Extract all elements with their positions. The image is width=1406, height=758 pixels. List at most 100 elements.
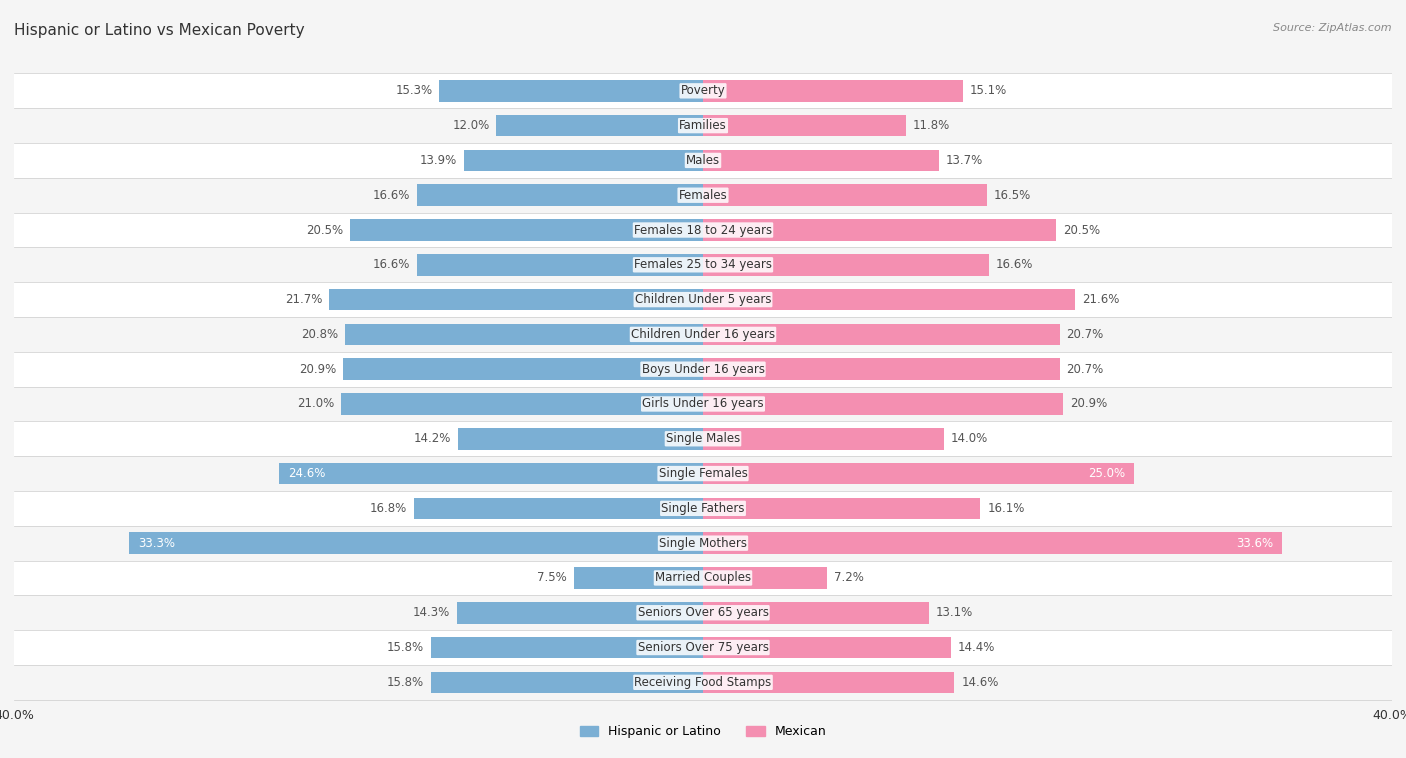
Bar — [703, 324, 1060, 345]
Text: 16.8%: 16.8% — [370, 502, 406, 515]
Bar — [14, 282, 1392, 317]
Bar — [342, 393, 703, 415]
Bar — [430, 672, 703, 693]
Bar — [14, 108, 1392, 143]
Bar — [703, 463, 1133, 484]
Text: 33.3%: 33.3% — [138, 537, 176, 550]
Text: 20.9%: 20.9% — [1070, 397, 1107, 411]
Text: Girls Under 16 years: Girls Under 16 years — [643, 397, 763, 411]
Text: 13.9%: 13.9% — [419, 154, 457, 167]
Bar — [14, 317, 1392, 352]
Text: Single Mothers: Single Mothers — [659, 537, 747, 550]
Bar — [703, 219, 1056, 241]
Legend: Hispanic or Latino, Mexican: Hispanic or Latino, Mexican — [575, 720, 831, 744]
Bar — [574, 567, 703, 589]
Bar — [703, 80, 963, 102]
Text: 21.7%: 21.7% — [285, 293, 322, 306]
Text: 15.1%: 15.1% — [970, 84, 1007, 97]
Text: 7.5%: 7.5% — [537, 572, 567, 584]
Bar — [14, 74, 1392, 108]
Bar — [418, 254, 703, 276]
Bar — [703, 637, 950, 658]
Text: 16.1%: 16.1% — [987, 502, 1025, 515]
Text: Females: Females — [679, 189, 727, 202]
Text: 13.7%: 13.7% — [946, 154, 983, 167]
Bar — [14, 212, 1392, 247]
Text: Single Fathers: Single Fathers — [661, 502, 745, 515]
Text: Poverty: Poverty — [681, 84, 725, 97]
Text: 16.6%: 16.6% — [995, 258, 1033, 271]
Text: 14.2%: 14.2% — [415, 432, 451, 445]
Bar — [280, 463, 703, 484]
Bar — [703, 567, 827, 589]
Bar — [14, 247, 1392, 282]
Text: Boys Under 16 years: Boys Under 16 years — [641, 362, 765, 376]
Text: 15.8%: 15.8% — [387, 676, 425, 689]
Text: 24.6%: 24.6% — [288, 467, 325, 480]
Text: 20.9%: 20.9% — [299, 362, 336, 376]
Text: Married Couples: Married Couples — [655, 572, 751, 584]
Bar — [703, 393, 1063, 415]
Text: 20.5%: 20.5% — [307, 224, 343, 236]
Bar — [329, 289, 703, 310]
Text: 33.6%: 33.6% — [1236, 537, 1272, 550]
Bar — [14, 387, 1392, 421]
Bar — [14, 665, 1392, 700]
Bar — [464, 149, 703, 171]
Bar — [457, 602, 703, 624]
Bar — [14, 491, 1392, 526]
Text: Hispanic or Latino vs Mexican Poverty: Hispanic or Latino vs Mexican Poverty — [14, 23, 305, 38]
Text: Families: Families — [679, 119, 727, 132]
Text: 25.0%: 25.0% — [1088, 467, 1125, 480]
Bar — [496, 115, 703, 136]
Text: Single Males: Single Males — [666, 432, 740, 445]
Bar — [14, 630, 1392, 665]
Text: 20.8%: 20.8% — [301, 328, 337, 341]
Bar — [703, 359, 1060, 380]
Bar — [703, 497, 980, 519]
Text: 14.3%: 14.3% — [412, 606, 450, 619]
Text: 16.6%: 16.6% — [373, 258, 411, 271]
Bar — [14, 456, 1392, 491]
Bar — [703, 428, 945, 449]
Text: Single Females: Single Females — [658, 467, 748, 480]
Text: 11.8%: 11.8% — [912, 119, 950, 132]
Text: 15.3%: 15.3% — [395, 84, 433, 97]
Text: 7.2%: 7.2% — [834, 572, 863, 584]
Text: Females 18 to 24 years: Females 18 to 24 years — [634, 224, 772, 236]
Text: Source: ZipAtlas.com: Source: ZipAtlas.com — [1274, 23, 1392, 33]
Bar — [129, 532, 703, 554]
Text: Males: Males — [686, 154, 720, 167]
Bar — [14, 178, 1392, 212]
Text: 21.0%: 21.0% — [297, 397, 335, 411]
Bar — [703, 149, 939, 171]
Bar — [413, 497, 703, 519]
Bar — [703, 672, 955, 693]
Bar — [703, 115, 907, 136]
Bar — [14, 352, 1392, 387]
Bar — [343, 359, 703, 380]
Bar — [418, 184, 703, 206]
Text: 20.7%: 20.7% — [1066, 362, 1104, 376]
Text: Seniors Over 65 years: Seniors Over 65 years — [637, 606, 769, 619]
Bar — [430, 637, 703, 658]
Text: 12.0%: 12.0% — [453, 119, 489, 132]
Bar — [14, 561, 1392, 595]
Text: Children Under 5 years: Children Under 5 years — [634, 293, 772, 306]
Bar — [344, 324, 703, 345]
Bar — [703, 254, 988, 276]
Bar — [350, 219, 703, 241]
Text: 20.5%: 20.5% — [1063, 224, 1099, 236]
Text: 14.6%: 14.6% — [962, 676, 998, 689]
Bar — [703, 289, 1076, 310]
Bar — [14, 421, 1392, 456]
Text: Children Under 16 years: Children Under 16 years — [631, 328, 775, 341]
Bar — [14, 526, 1392, 561]
Bar — [703, 532, 1282, 554]
Text: Seniors Over 75 years: Seniors Over 75 years — [637, 641, 769, 654]
Text: 13.1%: 13.1% — [935, 606, 973, 619]
Text: 16.6%: 16.6% — [373, 189, 411, 202]
Text: 15.8%: 15.8% — [387, 641, 425, 654]
Bar — [14, 143, 1392, 178]
Bar — [14, 595, 1392, 630]
